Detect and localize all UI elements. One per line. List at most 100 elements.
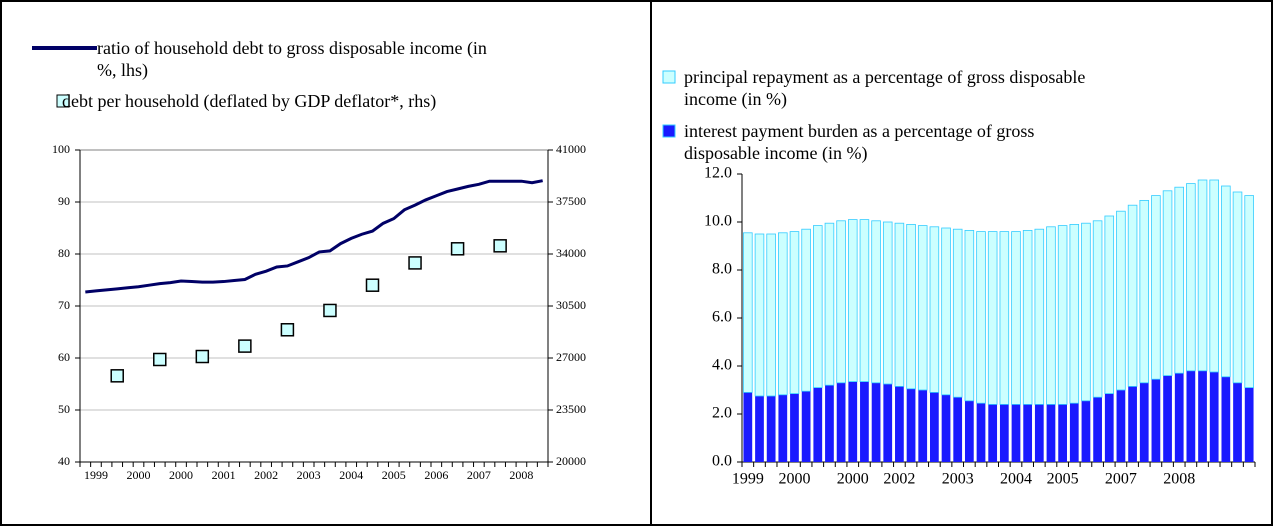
- bar: [1209, 372, 1219, 462]
- bar: [1081, 222, 1091, 402]
- bar: [1198, 370, 1207, 462]
- bar: [1046, 226, 1056, 405]
- bar: [860, 381, 869, 462]
- x-tick-label: 1999: [84, 468, 108, 482]
- bar: [848, 381, 858, 462]
- bar: [883, 384, 893, 462]
- x-tick-label: 2005: [382, 468, 406, 482]
- bar: [1023, 404, 1033, 462]
- x-tick-label: 2006: [424, 468, 448, 482]
- bar: [906, 388, 916, 462]
- bar: [930, 392, 939, 462]
- y2-tick-label: 34000: [556, 246, 586, 260]
- marker: [493, 239, 507, 253]
- y-tick-label: 100: [52, 142, 70, 156]
- marker: [323, 303, 337, 318]
- bar: [1057, 225, 1068, 405]
- legend-swatch: [56, 94, 70, 108]
- x-tick-label: 1999: [732, 471, 764, 488]
- bar: [1174, 186, 1184, 374]
- bar: [1128, 386, 1137, 462]
- bar: [941, 394, 951, 462]
- marker: [450, 242, 465, 256]
- bar: [1221, 185, 1231, 378]
- bar: [941, 227, 951, 396]
- bar: [836, 382, 846, 462]
- bar: [1232, 191, 1243, 384]
- bar: [766, 396, 776, 462]
- bar: [1221, 376, 1231, 462]
- bar: [882, 221, 893, 385]
- x-tick-label: 2003: [297, 468, 321, 482]
- y-tick-label: 4.0: [712, 357, 732, 374]
- bar: [824, 222, 835, 386]
- marker: [195, 349, 210, 364]
- bar: [1069, 403, 1079, 462]
- bar: [1127, 204, 1138, 387]
- bar: [1011, 404, 1021, 462]
- bar: [1174, 373, 1184, 462]
- x-tick-label: 2000: [127, 468, 151, 482]
- bar: [871, 382, 881, 462]
- bar: [825, 385, 834, 462]
- y2-tick-label: 23500: [556, 402, 586, 416]
- x-tick-label: 2000: [169, 468, 193, 482]
- bar: [964, 400, 974, 462]
- bar: [952, 228, 963, 398]
- y-tick-label: 12.0: [704, 165, 732, 182]
- y2-tick-label: 20000: [556, 454, 586, 468]
- y-tick-label: 10.0: [704, 213, 732, 230]
- bar: [1233, 382, 1242, 462]
- bar: [999, 231, 1010, 405]
- x-tick-label: 2004: [339, 468, 363, 482]
- bar: [1104, 215, 1115, 395]
- bar: [1244, 387, 1254, 462]
- x-tick-label: 2000: [837, 471, 869, 488]
- bar: [1104, 393, 1114, 462]
- bar: [1139, 382, 1149, 462]
- bar: [754, 233, 765, 397]
- y2-tick-label: 37500: [556, 194, 586, 208]
- bar: [894, 222, 905, 387]
- legend-swatch: [662, 124, 676, 138]
- x-tick-label: 2008: [1163, 471, 1195, 488]
- bar: [1209, 179, 1219, 373]
- bar: [755, 396, 764, 462]
- legend-swatch: [662, 70, 676, 84]
- y2-tick-label: 30500: [556, 298, 586, 312]
- x-tick-label: 2001: [212, 468, 236, 482]
- bar: [1162, 190, 1173, 377]
- bar: [1186, 370, 1196, 462]
- marker: [365, 278, 380, 292]
- legend-label: interest payment burden as a percentage …: [684, 121, 1035, 163]
- bar: [789, 231, 800, 395]
- bar: [871, 220, 881, 384]
- y-tick-label: 6.0: [712, 309, 732, 326]
- x-tick-label: 2004: [1000, 471, 1032, 488]
- bar: [1163, 375, 1172, 462]
- legend-label: principal repayment as a percentage of g…: [684, 67, 1086, 109]
- x-tick-label: 2000: [778, 471, 810, 488]
- bar: [999, 404, 1009, 462]
- marker: [280, 323, 295, 337]
- bar: [1186, 183, 1196, 372]
- bar: [847, 219, 858, 383]
- bar: [918, 390, 928, 462]
- bar: [1092, 220, 1103, 398]
- bar: [1046, 404, 1056, 462]
- bar: [1116, 390, 1126, 462]
- y-tick-label: 60: [58, 350, 70, 364]
- x-tick-label: 2002: [883, 471, 915, 488]
- bar: [964, 229, 975, 402]
- bar: [1011, 231, 1021, 405]
- legend-label: debt per household (deflated by GDP defl…: [62, 91, 437, 111]
- x-tick-label: 2007: [467, 468, 491, 482]
- x-tick-label: 2002: [254, 468, 278, 482]
- y-tick-label: 40: [58, 454, 70, 468]
- bar: [743, 392, 753, 462]
- line: [85, 179, 543, 294]
- bar: [953, 397, 963, 462]
- marker: [153, 352, 167, 367]
